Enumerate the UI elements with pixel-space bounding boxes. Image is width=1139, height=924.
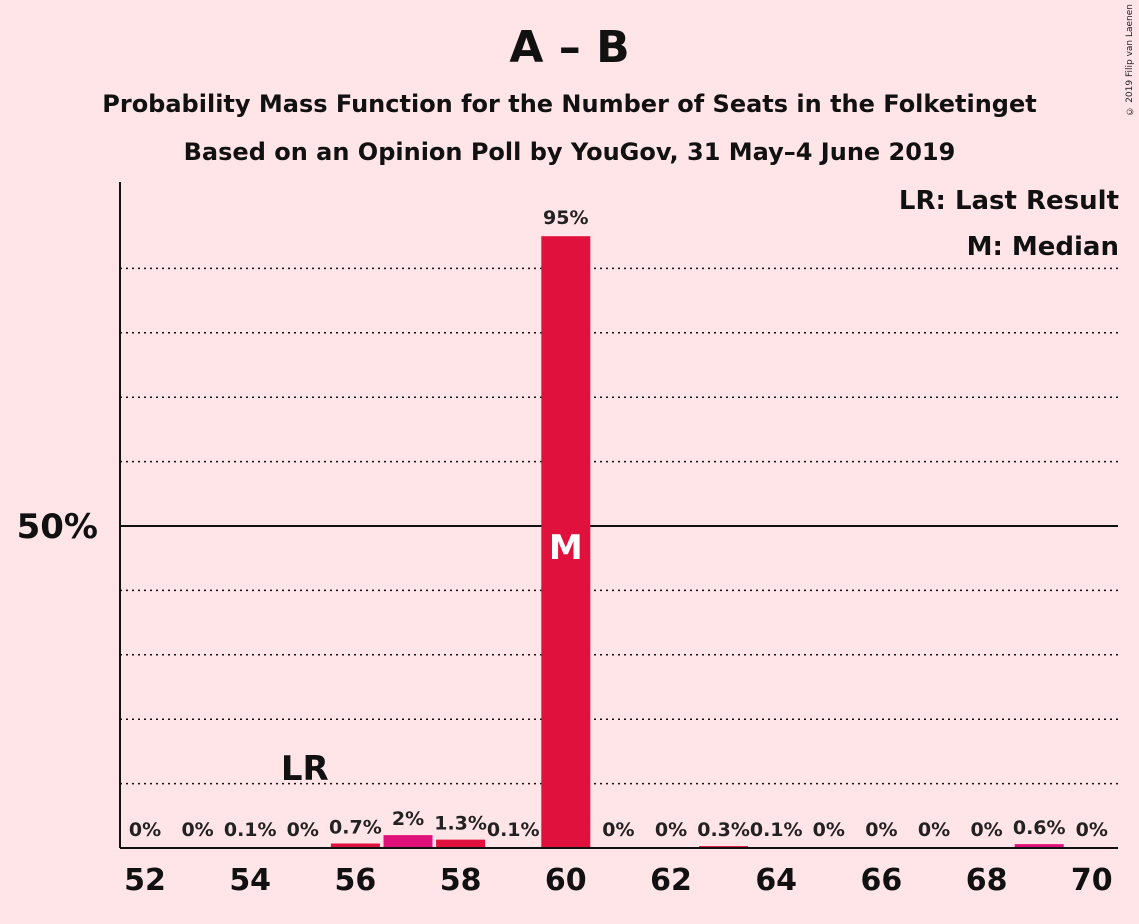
x-tick-label-58: 58 <box>440 863 482 898</box>
bar-56 <box>330 843 380 848</box>
x-tick-label-52: 52 <box>124 863 166 898</box>
data-label-56: 0.7% <box>329 816 382 838</box>
data-label-63: 0.3% <box>697 819 750 841</box>
data-label-52: 0% <box>129 819 161 841</box>
data-label-70: 0% <box>1076 819 1108 841</box>
x-tick-label-68: 68 <box>966 863 1008 898</box>
median-marker: M <box>549 528 583 568</box>
legend-median: M: Median <box>966 232 1119 262</box>
x-tick-label-62: 62 <box>650 863 692 898</box>
data-label-65: 0% <box>813 819 845 841</box>
chart-title: A – B <box>509 22 630 73</box>
data-label-60: 95% <box>543 207 588 229</box>
x-tick-label-70: 70 <box>1071 863 1113 898</box>
bar-57 <box>383 835 433 848</box>
x-tick-label-60: 60 <box>545 863 587 898</box>
data-label-68: 0% <box>970 819 1002 841</box>
data-label-64: 0.1% <box>750 819 803 841</box>
data-label-61: 0% <box>602 819 634 841</box>
x-tick-label-54: 54 <box>229 863 271 898</box>
chart-subtitle: Probability Mass Function for the Number… <box>102 90 1037 118</box>
y-tick-label: 50% <box>17 507 98 547</box>
data-label-55: 0% <box>287 819 319 841</box>
data-label-58: 1.3% <box>434 813 487 835</box>
data-label-69: 0.6% <box>1013 817 1066 839</box>
legend-last-result: LR: Last Result <box>898 186 1119 216</box>
data-label-54: 0.1% <box>224 819 277 841</box>
bar-69 <box>1014 844 1064 848</box>
data-label-66: 0% <box>865 819 897 841</box>
data-label-57: 2% <box>392 808 424 830</box>
bar-60 <box>541 236 591 848</box>
data-label-53: 0% <box>181 819 213 841</box>
x-tick-label-64: 64 <box>755 863 797 898</box>
data-label-62: 0% <box>655 819 687 841</box>
chart-subtitle-poll: Based on an Opinion Poll by YouGov, 31 M… <box>183 138 956 166</box>
bar-58 <box>436 839 486 848</box>
data-label-59: 0.1% <box>487 819 540 841</box>
last-result-marker: LR <box>281 749 329 789</box>
x-tick-label-56: 56 <box>335 863 377 898</box>
data-label-67: 0% <box>918 819 950 841</box>
x-tick-label-66: 66 <box>861 863 903 898</box>
